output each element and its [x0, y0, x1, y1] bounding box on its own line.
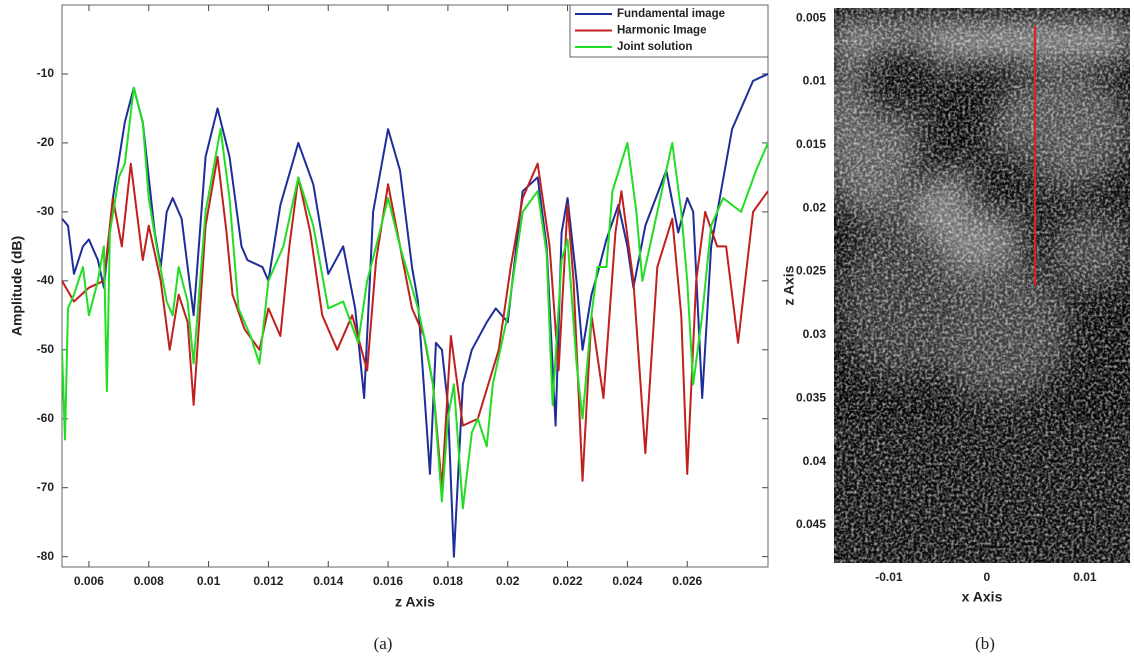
x-tick-label: 0.014	[313, 574, 343, 588]
y-tick-label: 0.02	[803, 200, 827, 214]
y-tick-label: 0.03	[803, 327, 827, 341]
x-tick-label: 0.02	[496, 574, 520, 588]
plot-area	[62, 73, 768, 558]
x-axis-label: z Axis	[395, 594, 435, 610]
y-tick-label: -20	[37, 135, 55, 149]
ultrasound-image	[834, 8, 1130, 563]
x-tick-label: 0.006	[74, 574, 104, 588]
x-tick-label: -0.01	[875, 570, 903, 584]
caption: (a)	[374, 634, 393, 653]
x-tick-label: 0.008	[134, 574, 164, 588]
y-tick-label: 0.025	[796, 264, 826, 278]
y-tick-label: -40	[37, 273, 55, 287]
legend-label: Harmonic Image	[617, 25, 706, 37]
series-line	[62, 86, 768, 510]
y-tick-label: 0.01	[803, 74, 827, 88]
y-tick-label: 0.005	[796, 10, 826, 24]
x-tick-label: 0.026	[672, 574, 702, 588]
y-tick-label: 0.04	[803, 454, 827, 468]
y-tick-label: -50	[37, 342, 55, 356]
x-tick-label: 0.022	[553, 574, 583, 588]
y-tick-label: 0.015	[796, 137, 826, 151]
series-line	[62, 155, 768, 489]
y-tick-label: 0.035	[796, 390, 826, 404]
y-tick-label: -30	[37, 204, 55, 218]
x-tick-label: 0.01	[197, 574, 221, 588]
x-axis-label: x Axis	[962, 589, 1003, 605]
x-tick-label: 0	[984, 570, 991, 584]
x-tick-label: 0.016	[373, 574, 403, 588]
legend-label: Joint solution	[617, 41, 692, 53]
x-tick-label: 0.01	[1073, 570, 1097, 584]
plot-frame	[61, 4, 769, 568]
caption: (b)	[975, 634, 995, 653]
y-tick-label: -70	[37, 480, 55, 494]
y-tick-label: -80	[37, 549, 55, 563]
x-tick-label: 0.018	[433, 574, 463, 588]
y-tick-label: -10	[37, 66, 55, 80]
legend-label: Fundamental image	[617, 8, 725, 20]
y-tick-label: -60	[37, 411, 55, 425]
x-tick-label: 0.024	[612, 574, 642, 588]
y-axis-label: z Axis	[781, 265, 797, 305]
y-axis-label: Amplitude (dB)	[9, 236, 25, 336]
x-tick-label: 0.012	[253, 574, 283, 588]
legend: Fundamental image Harmonic Image Joint sol…	[569, 4, 769, 58]
y-tick-label: 0.045	[796, 517, 826, 531]
